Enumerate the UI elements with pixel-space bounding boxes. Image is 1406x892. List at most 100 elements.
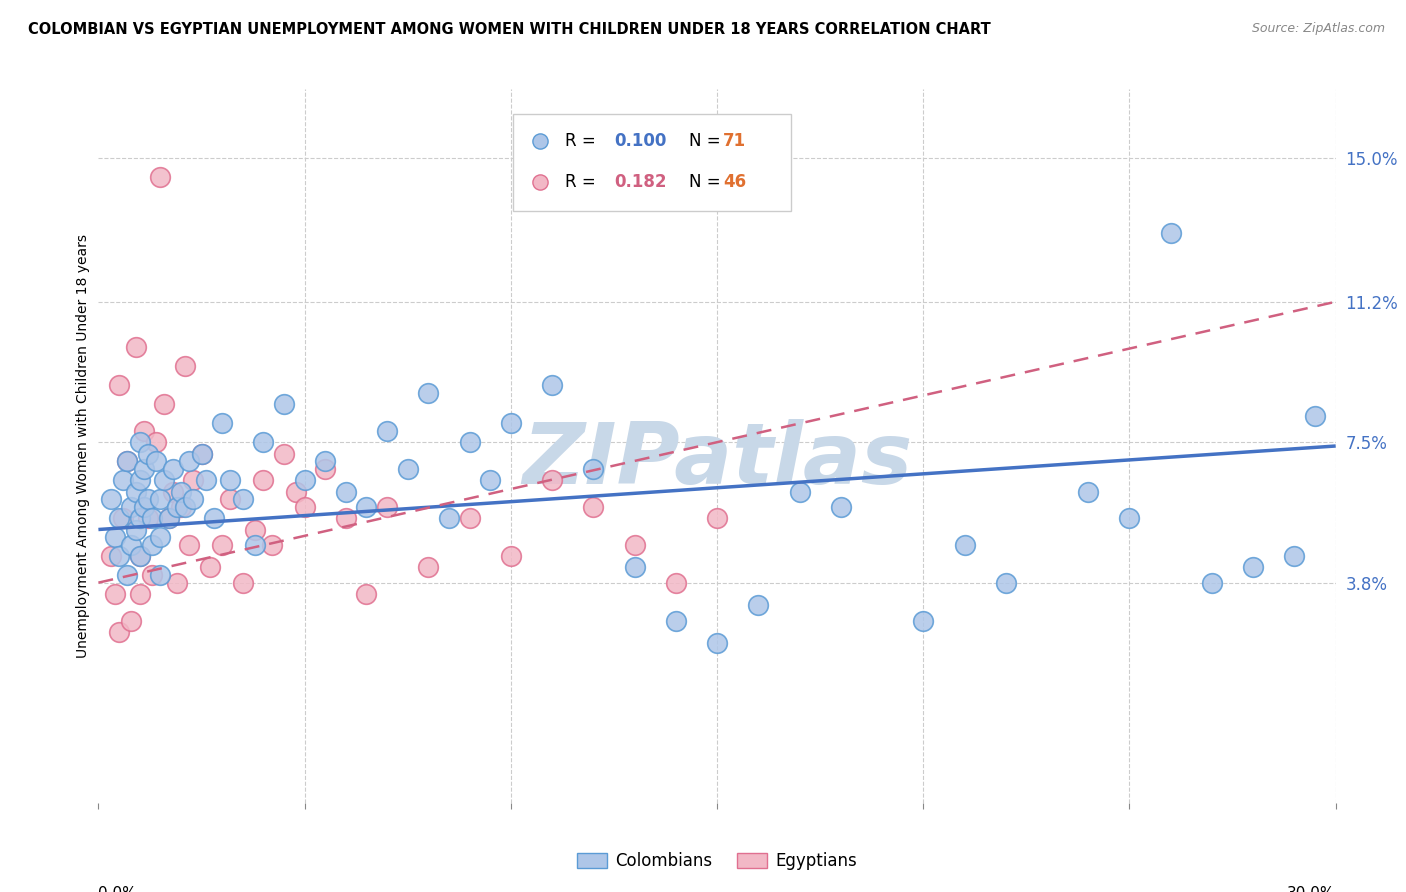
Point — [294, 500, 316, 514]
Point — [157, 511, 180, 525]
Point — [149, 492, 172, 507]
Point — [100, 492, 122, 507]
Point — [541, 378, 564, 392]
Point — [211, 416, 233, 430]
Point — [994, 575, 1017, 590]
Point — [582, 462, 605, 476]
Point — [170, 484, 193, 499]
Point — [170, 500, 193, 514]
Point — [124, 484, 146, 499]
Point — [149, 169, 172, 184]
Point — [314, 462, 336, 476]
Point — [243, 523, 266, 537]
Point — [190, 447, 212, 461]
Point — [108, 511, 131, 525]
Point — [665, 614, 688, 628]
Point — [141, 511, 163, 525]
Point — [335, 484, 357, 499]
Point — [181, 492, 204, 507]
Point — [145, 435, 167, 450]
Point — [1241, 560, 1264, 574]
Point — [273, 397, 295, 411]
Point — [108, 549, 131, 563]
Point — [141, 538, 163, 552]
Point — [174, 500, 197, 514]
Point — [1077, 484, 1099, 499]
Point — [128, 587, 150, 601]
Point — [232, 575, 254, 590]
Text: R =: R = — [565, 132, 600, 150]
Point — [211, 538, 233, 552]
Point — [314, 454, 336, 468]
Point — [120, 538, 142, 552]
Text: N =: N = — [689, 132, 725, 150]
Point — [260, 538, 283, 552]
Point — [132, 424, 155, 438]
Point — [149, 530, 172, 544]
Point — [112, 511, 135, 525]
Point — [145, 454, 167, 468]
Point — [499, 416, 522, 430]
Point — [747, 599, 769, 613]
Text: 0.100: 0.100 — [614, 132, 666, 150]
Point — [375, 424, 398, 438]
Point — [128, 435, 150, 450]
Point — [356, 587, 378, 601]
Point — [104, 587, 127, 601]
Point — [104, 530, 127, 544]
Point — [108, 378, 131, 392]
Point — [418, 385, 440, 400]
Text: 71: 71 — [723, 132, 747, 150]
Point — [141, 568, 163, 582]
Point — [1118, 511, 1140, 525]
Text: ZIPatlas: ZIPatlas — [522, 418, 912, 502]
Point — [124, 340, 146, 354]
Point — [1160, 227, 1182, 241]
Point — [335, 511, 357, 525]
Point — [153, 473, 176, 487]
Point — [162, 484, 184, 499]
Point — [1303, 409, 1326, 423]
Point — [132, 500, 155, 514]
Point — [198, 560, 221, 574]
Text: 30.0%: 30.0% — [1288, 887, 1336, 892]
Point — [706, 511, 728, 525]
Point — [458, 511, 481, 525]
Text: COLOMBIAN VS EGYPTIAN UNEMPLOYMENT AMONG WOMEN WITH CHILDREN UNDER 18 YEARS CORR: COLOMBIAN VS EGYPTIAN UNEMPLOYMENT AMONG… — [28, 22, 991, 37]
Point — [117, 568, 139, 582]
Point — [219, 473, 242, 487]
Point — [179, 538, 201, 552]
Point — [252, 473, 274, 487]
Point — [136, 492, 159, 507]
Point — [136, 511, 159, 525]
Point — [132, 462, 155, 476]
Text: 0.0%: 0.0% — [98, 887, 138, 892]
FancyBboxPatch shape — [513, 114, 792, 211]
Point — [108, 625, 131, 640]
Y-axis label: Unemployment Among Women with Children Under 18 years: Unemployment Among Women with Children U… — [76, 234, 90, 658]
Point — [273, 447, 295, 461]
Text: 46: 46 — [723, 173, 747, 191]
Point — [1201, 575, 1223, 590]
Point — [437, 511, 460, 525]
Point — [153, 397, 176, 411]
Point — [582, 500, 605, 514]
Point — [665, 575, 688, 590]
Point — [252, 435, 274, 450]
Text: N =: N = — [689, 173, 725, 191]
Point — [953, 538, 976, 552]
Point — [120, 500, 142, 514]
Point — [112, 473, 135, 487]
Point — [202, 511, 225, 525]
Point — [458, 435, 481, 450]
Point — [117, 454, 139, 468]
Point — [623, 538, 645, 552]
Point — [830, 500, 852, 514]
Point — [789, 484, 811, 499]
Point — [912, 614, 935, 628]
Point — [219, 492, 242, 507]
Point — [396, 462, 419, 476]
Point — [181, 473, 204, 487]
Point — [623, 560, 645, 574]
Point — [124, 523, 146, 537]
